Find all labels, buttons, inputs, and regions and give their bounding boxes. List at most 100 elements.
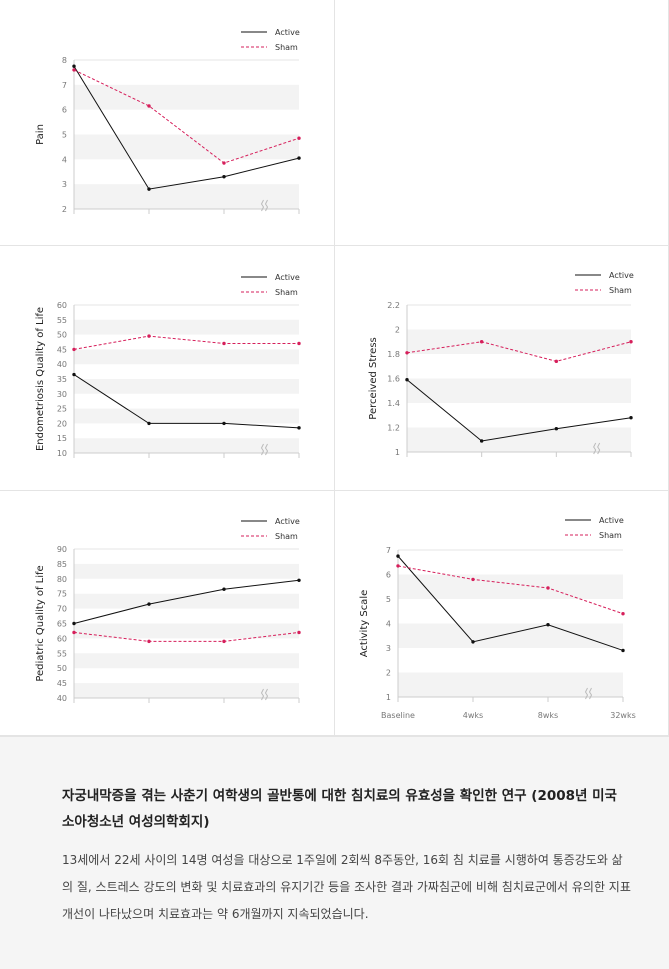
series-line-active bbox=[397, 555, 624, 651]
y-tick-label: 65 bbox=[57, 620, 67, 629]
grid-band bbox=[74, 623, 299, 639]
series-line-active bbox=[406, 379, 632, 442]
legend-label-sham: Sham bbox=[609, 286, 632, 295]
data-point-active bbox=[554, 427, 559, 431]
data-point-active bbox=[147, 187, 151, 191]
data-point-sham bbox=[297, 136, 301, 140]
x-tick-label: 32wks bbox=[610, 711, 636, 720]
legend: Active Sham bbox=[565, 516, 624, 540]
y-tick-label: 5 bbox=[386, 595, 391, 604]
grid-band bbox=[398, 623, 623, 648]
x-tick-label: Baseline bbox=[381, 711, 415, 720]
y-tick-label: 2.2 bbox=[387, 301, 400, 310]
chart-panel-activity-scale: 1 2 3 4 5 6 7 Baseline 4wks 8wks 32wks Activity Sca… bbox=[335, 491, 669, 736]
data-point-sham bbox=[297, 630, 301, 635]
y-axis-label: Pediatric Quality of Life bbox=[35, 565, 46, 681]
data-point-active bbox=[629, 416, 633, 420]
y-tick-label: 3 bbox=[62, 180, 67, 189]
grid-band bbox=[74, 349, 299, 365]
data-point-sham bbox=[621, 612, 625, 616]
grid-band bbox=[74, 653, 299, 669]
grid-band bbox=[74, 184, 299, 209]
legend-label-sham: Sham bbox=[275, 288, 298, 297]
y-tick-label: 5 bbox=[62, 131, 67, 140]
caption-title: 자궁내막증을 겪는 사춘기 여학생의 골반통에 대한 침치료의 유효성을 확인한… bbox=[62, 788, 617, 830]
data-point-active bbox=[396, 554, 400, 558]
data-point-sham bbox=[554, 359, 559, 364]
y-tick-label: 1.2 bbox=[387, 424, 400, 433]
data-point-active bbox=[297, 426, 301, 430]
grid-band bbox=[74, 408, 299, 424]
data-point-sham bbox=[147, 334, 151, 338]
chart-panel-endometriosis-qol: 10 15 20 25 30 35 40 45 50 55 60 Endometriosis Qual… bbox=[0, 246, 335, 491]
grid-band bbox=[398, 672, 623, 697]
data-point-active bbox=[297, 578, 301, 582]
data-point-active bbox=[222, 175, 226, 179]
legend-label-active: Active bbox=[609, 271, 634, 280]
data-point-sham bbox=[147, 104, 151, 108]
series-line-active bbox=[73, 579, 300, 624]
grid-band bbox=[74, 134, 299, 160]
grid-band bbox=[74, 438, 299, 453]
y-tick-label: 3 bbox=[386, 644, 391, 653]
data-point-sham bbox=[72, 68, 76, 72]
y-tick-label: 7 bbox=[62, 81, 67, 90]
chart-grid: 2 3 4 5 6 7 8 Pain Active Sham 10 15 20 25 30 35 40 45 50… bbox=[0, 0, 669, 736]
y-tick-label: 2 bbox=[62, 205, 67, 214]
data-point-sham bbox=[396, 564, 400, 568]
grid-band bbox=[74, 683, 299, 698]
legend: Active Sham bbox=[241, 517, 300, 541]
axis-break-mark bbox=[260, 688, 269, 701]
data-point-sham bbox=[222, 161, 226, 165]
y-tick-label: 6 bbox=[386, 571, 391, 580]
chart-svg: 1 2 3 4 5 6 7 Baseline 4wks 8wks 32wks Activity Sca… bbox=[359, 516, 636, 720]
y-axis-label: Endometriosis Quality of Life bbox=[35, 307, 46, 451]
grid-band bbox=[74, 319, 299, 335]
legend: Active Sham bbox=[575, 271, 634, 295]
y-axis-label: Perceived Stress bbox=[368, 337, 379, 419]
data-point-sham bbox=[546, 586, 550, 590]
data-point-sham bbox=[222, 639, 226, 644]
legend-label-sham: Sham bbox=[275, 532, 298, 541]
series-line-sham bbox=[73, 631, 300, 642]
legend-label-active: Active bbox=[599, 516, 624, 525]
data-point-active bbox=[471, 640, 475, 644]
y-tick-label: 45 bbox=[57, 679, 67, 688]
x-tick-label: 8wks bbox=[538, 711, 558, 720]
y-tick-label: 2 bbox=[395, 326, 400, 335]
grid-band bbox=[407, 378, 631, 403]
series-line-sham bbox=[73, 69, 300, 164]
y-axis-label: Activity Scale bbox=[359, 590, 370, 657]
data-point-sham bbox=[405, 351, 409, 355]
axis-break-mark bbox=[593, 442, 601, 455]
y-tick-label: 50 bbox=[57, 331, 67, 340]
data-point-sham bbox=[72, 347, 76, 352]
data-point-sham bbox=[72, 630, 76, 635]
legend-label-sham: Sham bbox=[275, 43, 298, 52]
chart-svg: 10 15 20 25 30 35 40 45 50 55 60 Endometriosis Qual… bbox=[35, 273, 301, 458]
y-tick-label: 70 bbox=[57, 605, 67, 614]
y-tick-label: 40 bbox=[57, 360, 67, 369]
data-point-active bbox=[222, 421, 226, 426]
data-point-active bbox=[405, 378, 409, 382]
y-tick-label: 1.8 bbox=[387, 350, 400, 359]
grid-band bbox=[398, 574, 623, 599]
grid-band bbox=[74, 379, 299, 394]
data-point-active bbox=[297, 156, 301, 160]
y-tick-label: 60 bbox=[57, 634, 67, 643]
grid-band bbox=[74, 563, 299, 579]
chart-svg: 40 45 50 55 60 65 70 75 80 85 90 Pediatric Quality … bbox=[35, 517, 301, 703]
y-tick-label: 40 bbox=[57, 694, 67, 703]
y-tick-label: 7 bbox=[386, 546, 391, 555]
y-tick-label: 35 bbox=[57, 375, 67, 384]
y-tick-label: 1.6 bbox=[387, 375, 400, 384]
y-tick-label: 85 bbox=[57, 560, 67, 569]
data-point-active bbox=[222, 587, 226, 591]
chart-svg: 2 3 4 5 6 7 8 Pain Active Sham bbox=[35, 28, 301, 214]
series-line-active bbox=[73, 374, 300, 429]
grid-band bbox=[74, 84, 299, 110]
grid-band bbox=[407, 427, 631, 452]
data-point-active bbox=[72, 621, 76, 626]
y-tick-label: 2 bbox=[386, 669, 391, 678]
series-line-active bbox=[73, 65, 300, 190]
